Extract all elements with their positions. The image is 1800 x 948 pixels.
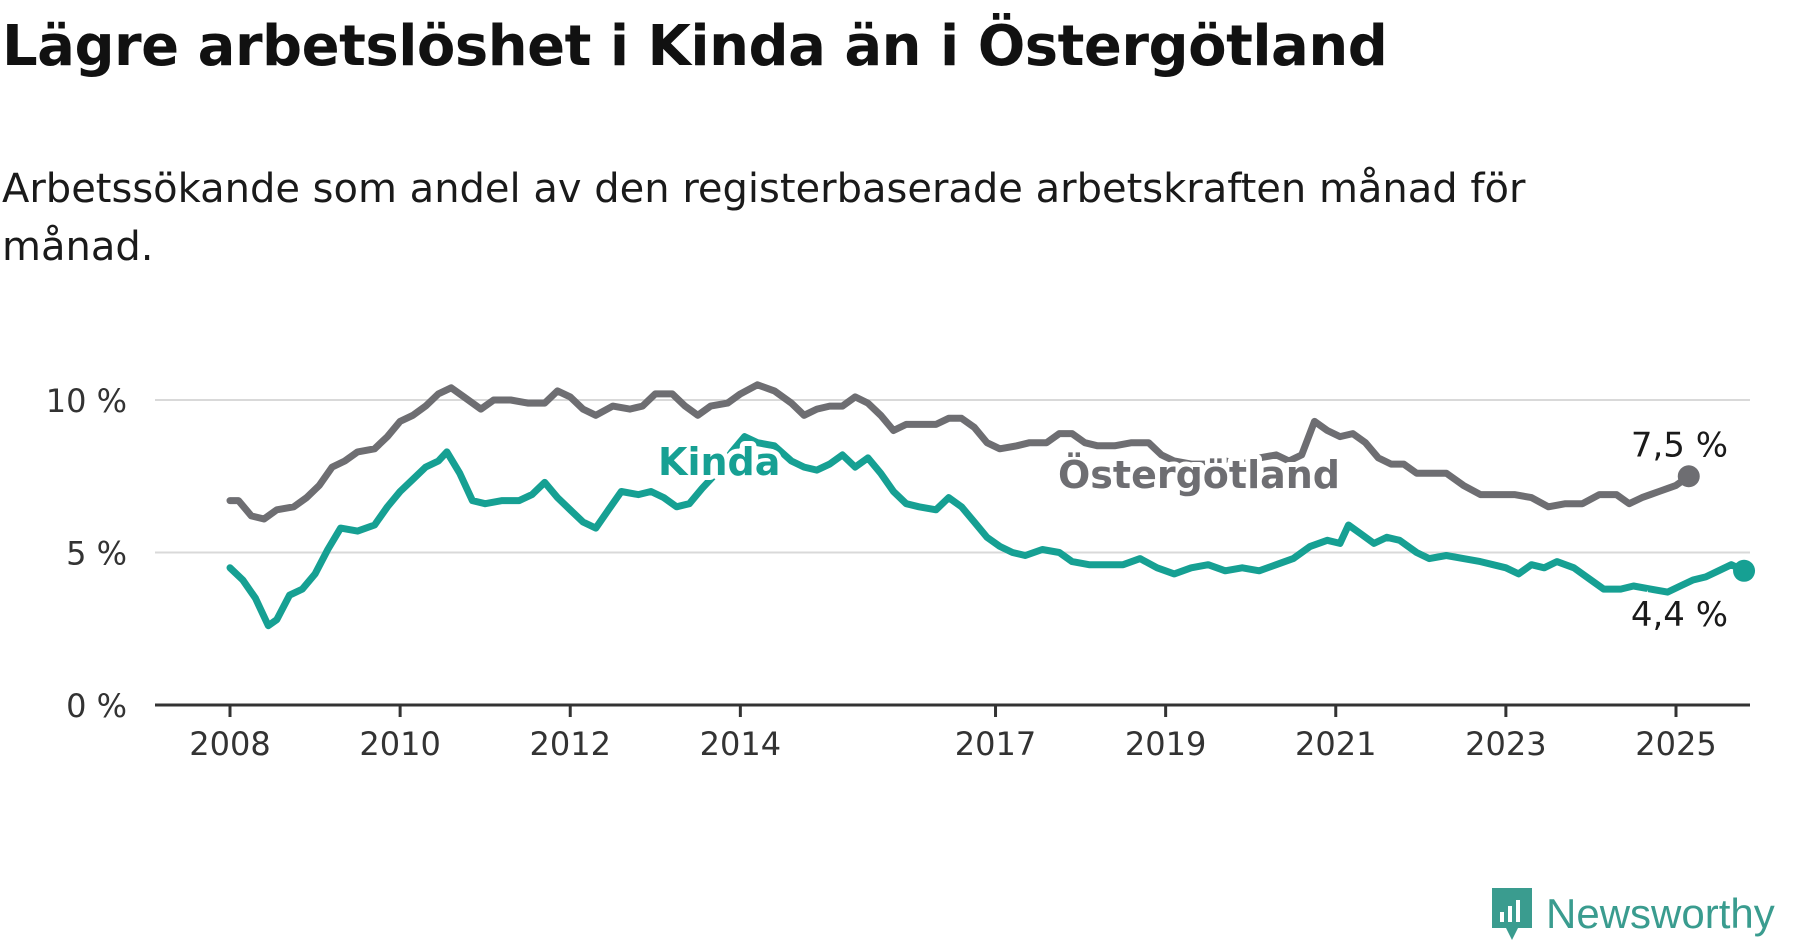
x-tick-label: 2014 <box>700 725 781 763</box>
series-label-kinda: Kinda <box>658 440 780 484</box>
last-value-ostergotland: 7,5 % <box>1631 425 1728 465</box>
x-tick-label: 2012 <box>530 725 611 763</box>
series-labels: Kinda Östergötland 7,5 % 4,4 % <box>653 421 1732 639</box>
x-tick-label: 2021 <box>1295 725 1376 763</box>
x-axis: 2008 2010 2012 2014 2017 2019 2021 2023 2025 <box>155 703 1750 763</box>
x-tick-label: 2010 <box>359 725 440 763</box>
brand-name: Newsworthy <box>1546 890 1775 937</box>
newsworthy-brand: Newsworthy <box>1488 884 1775 944</box>
chart-title: Lägre arbetslöshet i Kinda än i Östergöt… <box>2 14 1388 79</box>
y-tick-label: 10 % <box>46 382 127 420</box>
y-tick-label: 0 % <box>66 687 127 725</box>
x-tick-label: 2023 <box>1465 725 1546 763</box>
series-end-point-östergötland <box>1677 465 1700 488</box>
newsworthy-logo-icon <box>1492 888 1532 940</box>
y-tick-label: 5 % <box>66 535 127 573</box>
y-axis-ticks: 0 % 5 % 10 % <box>46 382 127 725</box>
series-lines <box>226 381 1756 630</box>
series-end-point-kinda <box>1733 559 1756 582</box>
x-tick-label: 2008 <box>189 725 270 763</box>
series-line-kinda <box>226 433 1748 630</box>
series-label-ostergotland: Östergötland <box>1058 453 1340 497</box>
x-tick-label: 2019 <box>1125 725 1206 763</box>
series-line-östergötland <box>226 381 1693 523</box>
x-tick-label: 2017 <box>955 725 1036 763</box>
grid-lines <box>155 399 1750 554</box>
chart-subtitle: Arbetssökande som andel av den registerb… <box>2 166 1526 270</box>
last-value-kinda: 4,4 % <box>1631 595 1728 635</box>
x-tick-label: 2025 <box>1635 725 1716 763</box>
